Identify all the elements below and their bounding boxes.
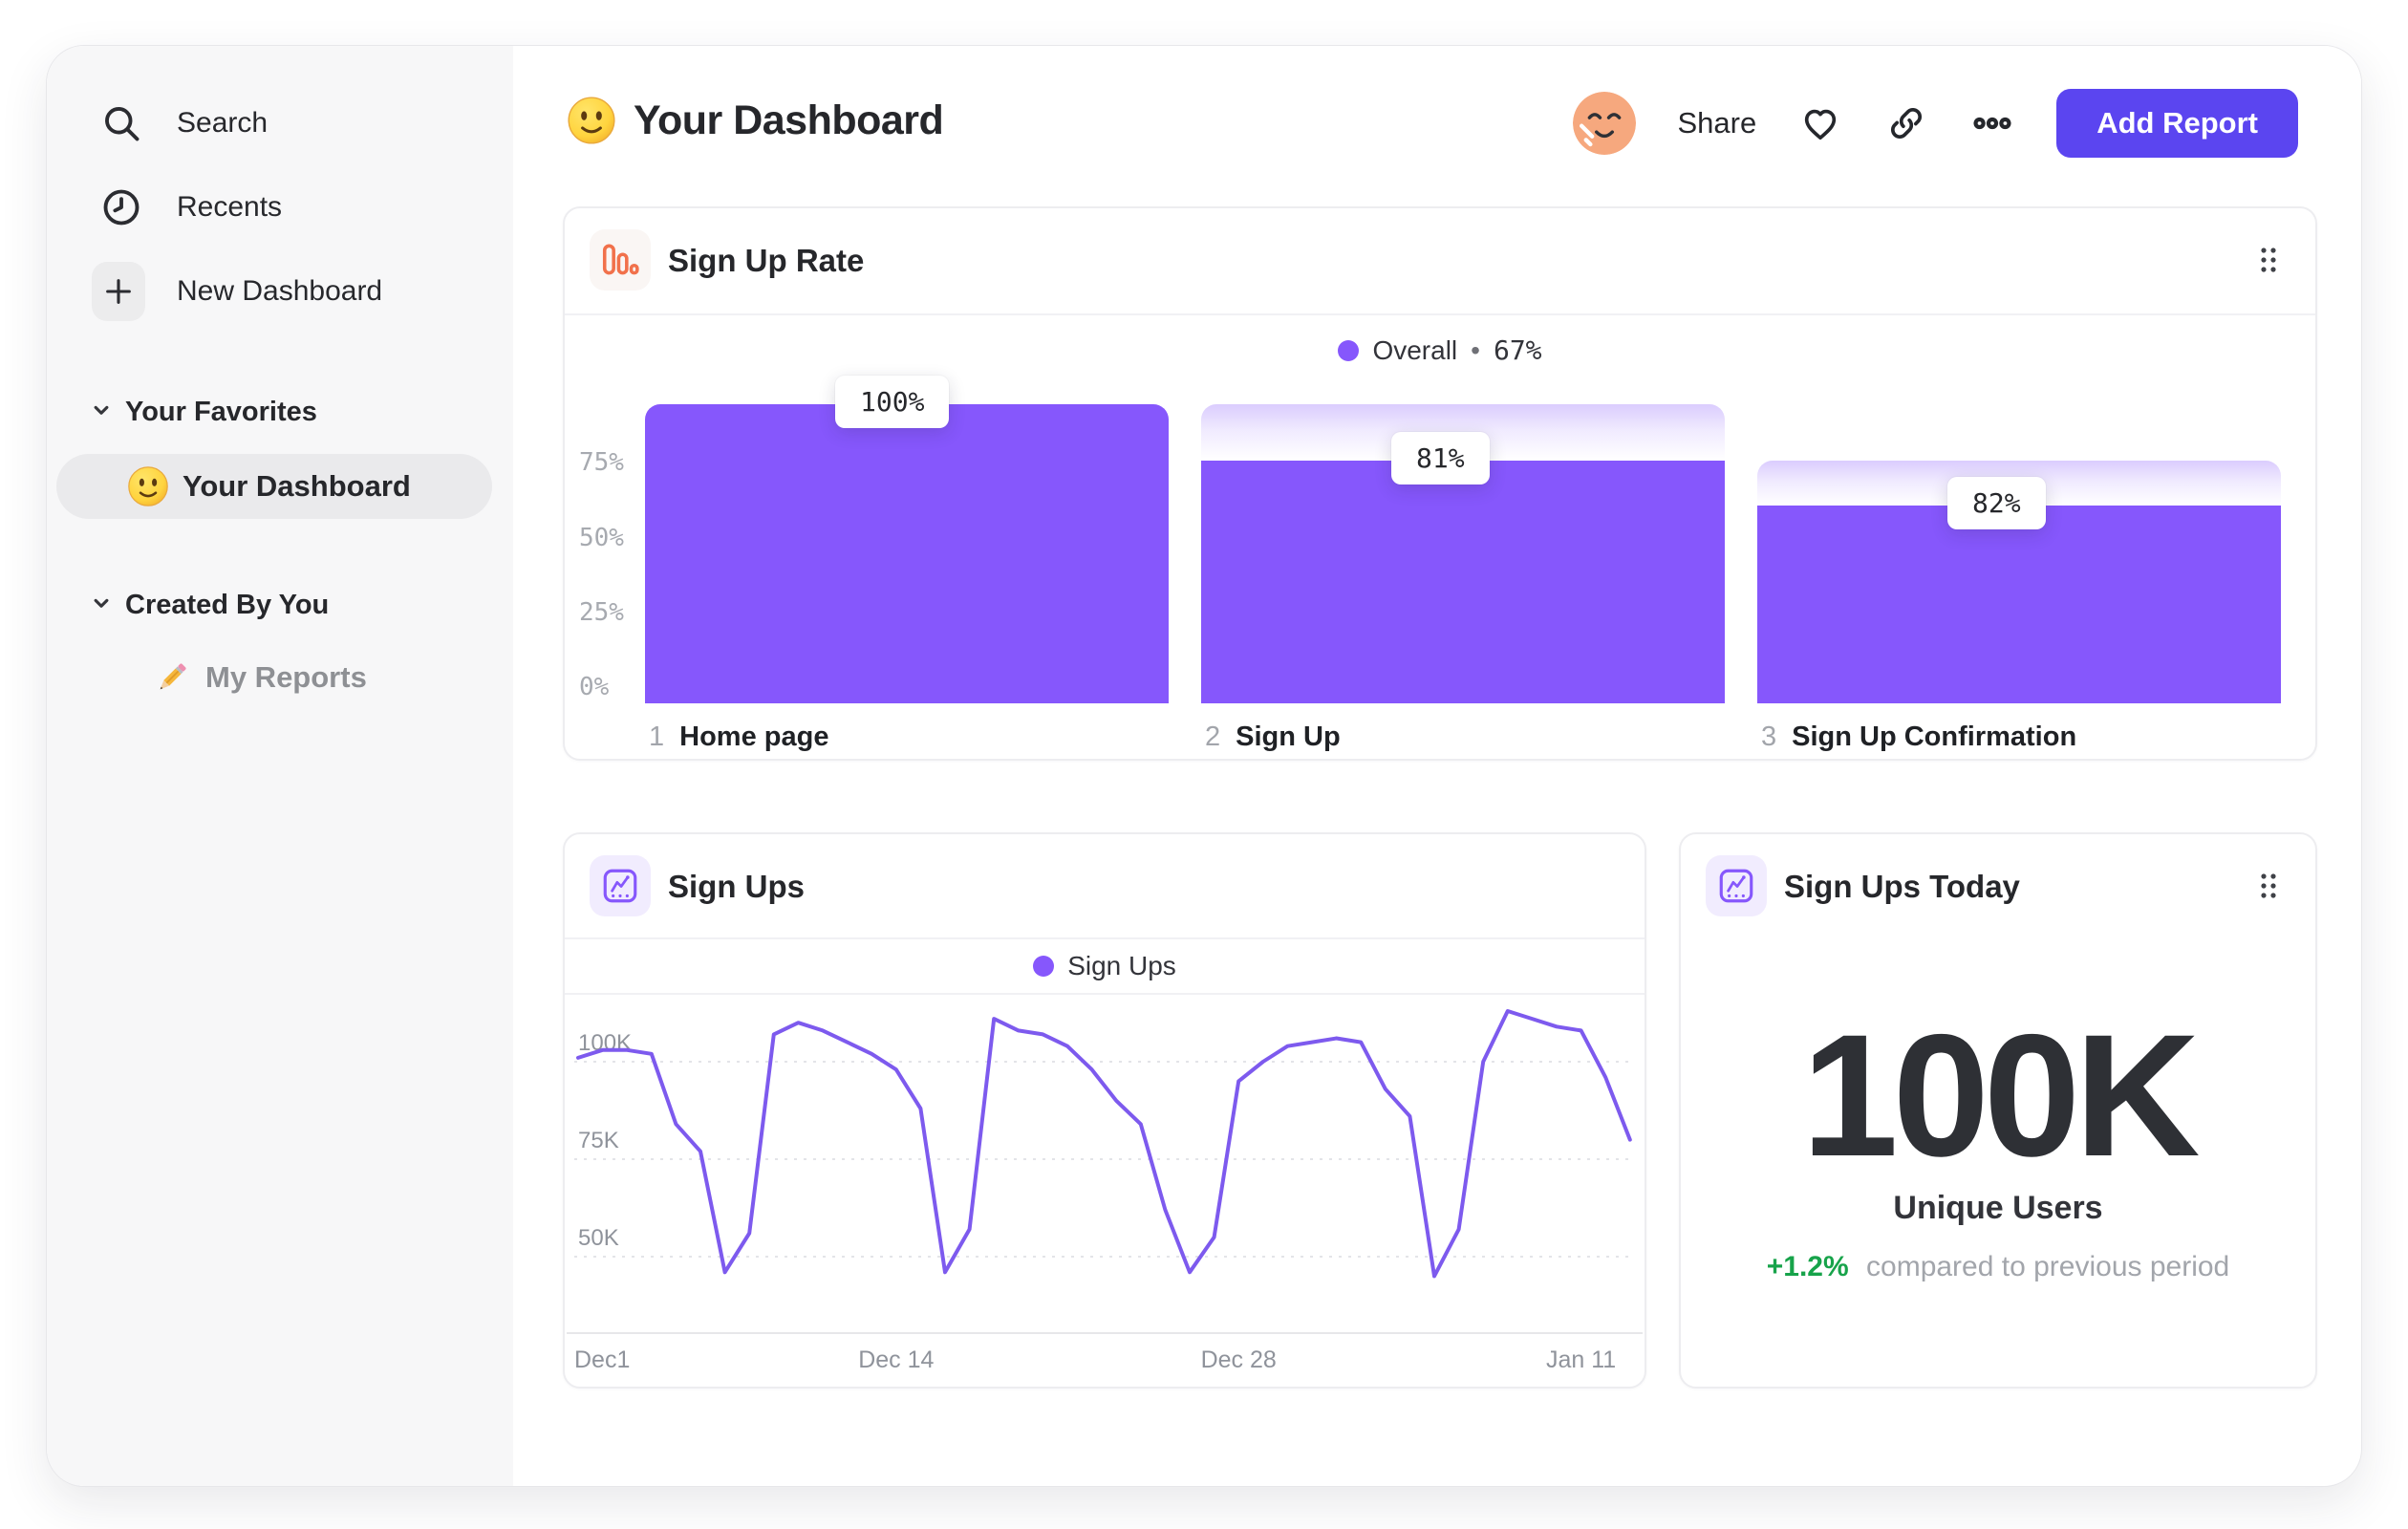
svg-text:Jan 11: Jan 11 [1546, 1346, 1616, 1373]
card-header: Sign Up Rate [565, 208, 2315, 313]
funnel-y-tick: 25% [579, 597, 624, 627]
more-options-icon[interactable] [1970, 101, 2014, 145]
funnel-bar[interactable] [1201, 461, 1725, 703]
svg-text:75K: 75K [578, 1128, 619, 1153]
user-avatar[interactable] [1572, 92, 1636, 155]
funnel-bar-column: 82% 3 Sign Up Confirmation [1757, 404, 2281, 752]
metric-value: 100K [1801, 998, 2200, 1193]
legend-value: 67% [1493, 334, 1542, 366]
delta-note: compared to previous period [1866, 1251, 2230, 1282]
smiley-emoji-icon [127, 465, 169, 507]
copy-link-icon[interactable] [1884, 101, 1928, 145]
card-header: Sign Ups Today [1681, 834, 2315, 939]
card-title: Sign Ups [668, 869, 806, 904]
sidebar-item-label: New Dashboard [177, 275, 383, 307]
sidebar-item-label: Your Dashboard [183, 469, 411, 503]
card-header: Sign Ups [565, 834, 1645, 939]
funnel-step-label: 3 Sign Up Confirmation [1761, 721, 2076, 753]
line-chart-icon [590, 855, 651, 916]
funnel-bar-column: 100% 1 Home page [645, 376, 1169, 752]
smiley-emoji-icon [567, 96, 616, 145]
sidebar-section-created-by-you[interactable]: Created By You [47, 578, 513, 632]
funnel-bar[interactable] [645, 404, 1169, 703]
line-chart-icon [1706, 855, 1767, 916]
svg-text:50K: 50K [578, 1225, 619, 1251]
funnel-y-tick: 0% [579, 673, 610, 701]
line-legend: Sign Ups [565, 951, 1645, 981]
chevron-down-icon [89, 398, 114, 427]
metric-delta: +1.2% compared to previous period [1681, 1251, 2315, 1283]
favorite-heart-icon[interactable] [1798, 101, 1842, 145]
svg-text:100K: 100K [578, 1030, 632, 1056]
chevron-down-icon [89, 591, 114, 620]
step-number: 2 [1205, 721, 1221, 752]
step-number: 3 [1761, 721, 1777, 752]
sidebar-item-label: Search [177, 107, 269, 139]
legend-dot [1033, 956, 1055, 977]
legend-dot [1338, 339, 1360, 361]
sidebar-item-new-dashboard[interactable]: New Dashboard [47, 258, 513, 325]
section-title: Created By You [125, 589, 330, 620]
line-plot: 100K 75K 50K Dec1 Dec 14 Dec 28 Jan 11 [567, 1009, 1643, 1373]
drag-handle-icon[interactable] [2258, 871, 2279, 906]
sidebar-item-your-dashboard[interactable]: Your Dashboard [56, 454, 492, 519]
sign-ups-card: Sign Ups Sign Ups 100K 75K 50K Dec1 Dec 14 De… [563, 832, 1646, 1389]
funnel-step-label: 1 Home page [649, 721, 828, 753]
delta-percent: +1.2% [1766, 1251, 1849, 1282]
clock-icon [95, 181, 148, 234]
pencil-emoji-icon [152, 657, 192, 698]
page-title: Your Dashboard [634, 97, 944, 143]
funnel-step-label: 2 Sign Up [1205, 721, 1341, 753]
topbar: Your Dashboard Share [513, 46, 2361, 204]
sidebar: Search Recents New Dashboard [47, 46, 513, 1486]
step-name: Sign Up [1236, 721, 1341, 752]
svg-text:Dec 28: Dec 28 [1201, 1346, 1277, 1373]
funnel-y-axis: 75% 50% 25% 0% [579, 404, 646, 703]
funnel-chart-icon [590, 229, 651, 291]
sidebar-section-your-favorites[interactable]: Your Favorites [47, 385, 513, 439]
divider [565, 937, 1645, 939]
sidebar-item-recents[interactable]: Recents [47, 174, 513, 241]
funnel-y-tick: 75% [579, 448, 624, 478]
funnel-y-tick: 50% [579, 523, 624, 552]
funnel-legend: Overall • 67% [565, 334, 2315, 366]
sign-up-rate-card: Sign Up Rate Overall • 67% 75% 50% 25% 0% 1… [563, 206, 2317, 761]
drag-handle-icon[interactable] [2258, 245, 2279, 280]
sidebar-item-search[interactable]: Search [47, 90, 513, 157]
add-report-button[interactable]: Add Report [2056, 89, 2298, 158]
search-icon [95, 97, 148, 150]
funnel-plot: 100% 1 Home page 81% 2 Sign Up 82% 3 Sign Up Con… [645, 376, 2281, 752]
divider [565, 993, 1645, 995]
sidebar-item-label: My Reports [205, 660, 367, 694]
legend-label: Sign Ups [1067, 951, 1176, 980]
funnel-value-tooltip: 81% [1391, 432, 1490, 485]
funnel-value-tooltip: 100% [835, 376, 950, 428]
svg-text:Dec 14: Dec 14 [858, 1346, 934, 1373]
funnel-bar[interactable] [1757, 506, 2281, 703]
section-title: Your Favorites [125, 396, 317, 427]
legend-label: Overall [1372, 334, 1458, 365]
step-name: Home page [679, 721, 829, 752]
sign-ups-today-card: Sign Ups Today 100K Unique Users +1.2% c… [1679, 832, 2317, 1389]
card-title: Sign Up Rate [668, 243, 865, 278]
legend-separator: • [1471, 334, 1480, 365]
funnel-value-tooltip: 82% [1947, 477, 2046, 530]
metric-sublabel: Unique Users [1893, 1190, 2103, 1226]
share-button[interactable]: Share [1677, 106, 1757, 140]
plus-icon [92, 262, 145, 321]
step-number: 1 [649, 721, 665, 752]
sidebar-item-label: Recents [177, 191, 283, 223]
sidebar-item-my-reports[interactable]: My Reports [56, 647, 492, 708]
divider [565, 313, 2315, 315]
app-window: Search Recents New Dashboard [46, 45, 2362, 1487]
funnel-bar-column: 81% 2 Sign Up [1201, 404, 1725, 752]
card-title: Sign Ups Today [1784, 869, 2020, 904]
step-name: Sign Up Confirmation [1792, 721, 2077, 752]
svg-text:Dec1: Dec1 [574, 1346, 630, 1373]
